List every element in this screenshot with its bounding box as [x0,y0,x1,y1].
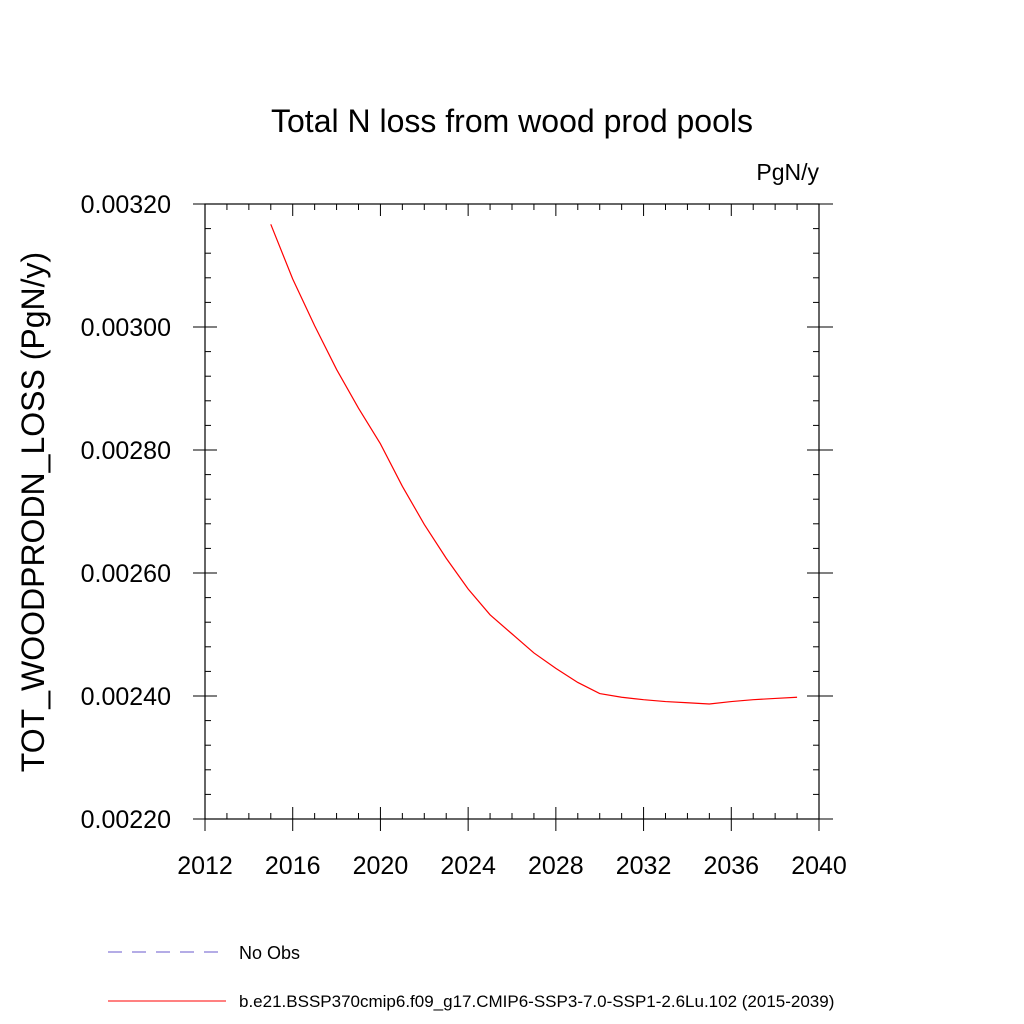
x-tick-label: 2016 [265,852,321,880]
units-label: PgN/y [756,159,819,185]
series-line-1 [270,224,798,705]
y-tick-label: 0.00280 [81,437,171,465]
y-tick-label: 0.00300 [81,314,171,342]
y-tick-label: 0.00260 [81,560,171,588]
y-axis-label: TOT_WOODPRODN_LOSS (PgN/y) [15,252,51,772]
x-tick-label: 2024 [440,852,496,880]
x-tick-label: 2036 [703,852,759,880]
legend-label-model: b.e21.BSSP370cmip6.f09_g17.CMIP6-SSP3-7.… [239,992,834,1011]
x-tick-label: 2032 [616,852,672,880]
y-tick-label: 0.00240 [81,683,171,711]
series-layer [270,224,798,705]
x-tick-label: 2040 [791,852,847,880]
axis-ticks [193,203,833,831]
x-tick-labels: 2012 2016 2020 2024 2028 2032 2036 2040 [177,852,847,880]
x-tick-label: 2012 [177,852,233,880]
x-tick-label: 2020 [353,852,409,880]
y-tick-labels: 0.00220 0.00240 0.00260 0.00280 0.00300 0.003… [81,191,171,834]
chart-title: Total N loss from wood prod pools [271,103,753,139]
legend-label-no-obs: No Obs [239,943,300,963]
legend: No Obs b.e21.BSSP370cmip6.f09_g17.CMIP6-… [108,943,834,1011]
x-tick-label: 2028 [528,852,584,880]
y-tick-label: 0.00220 [81,806,171,834]
plot-frame [204,203,820,820]
y-tick-label: 0.00320 [81,191,171,219]
